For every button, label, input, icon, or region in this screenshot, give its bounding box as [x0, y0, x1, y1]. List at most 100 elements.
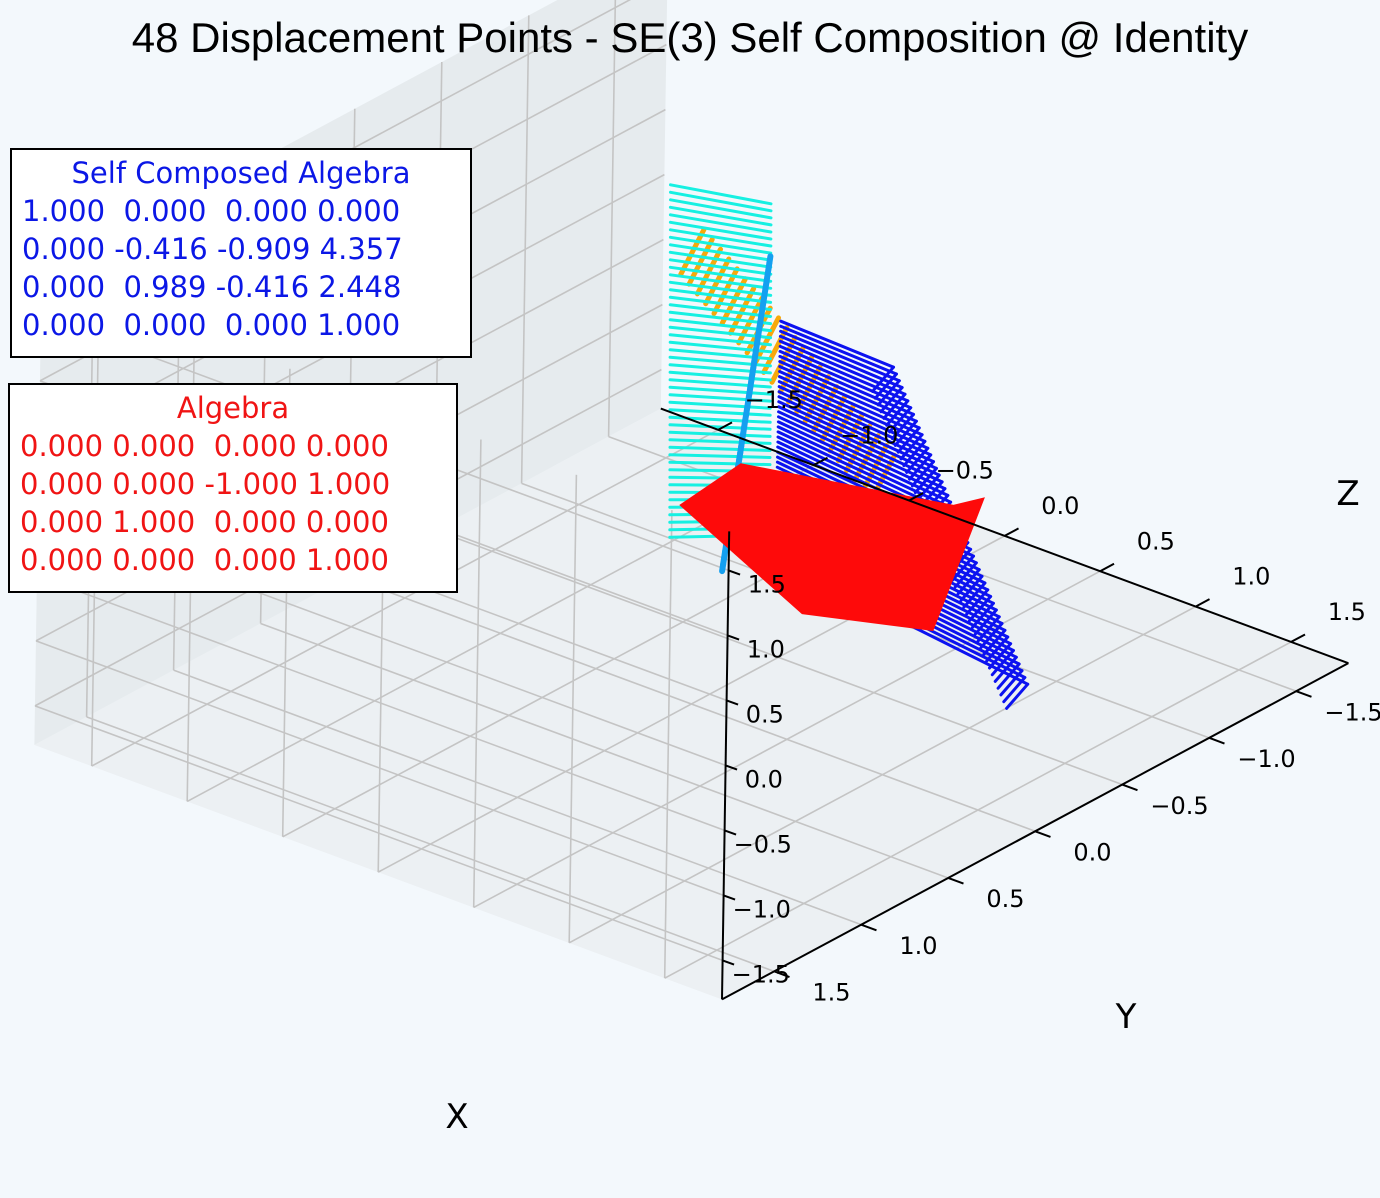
- grid-line: [86, 716, 775, 973]
- blue-arrow: [779, 329, 901, 383]
- blue-arrow: [776, 420, 953, 504]
- z-tick-label: 1.0: [747, 636, 785, 664]
- z-tick-label: 0.5: [746, 701, 784, 729]
- cyan-arrow: [668, 430, 772, 438]
- grid-line: [568, 605, 1196, 944]
- cyan-arrow: [668, 250, 773, 269]
- blue-arrow: [776, 425, 955, 511]
- cyan-arrow: [668, 445, 772, 452]
- cyan-arrow: [668, 213, 773, 234]
- grid-line: [472, 439, 482, 908]
- cyan-arrow: [669, 183, 773, 206]
- z-tick-label: −0.5: [734, 831, 792, 859]
- blue-arrowhead: [999, 669, 1024, 697]
- x-tick-label: −0.5: [936, 457, 994, 485]
- blue-arrowhead: [996, 662, 1021, 690]
- y-tick-label: 0.5: [986, 885, 1024, 913]
- blue-arrowhead: [965, 588, 990, 616]
- blue-arrowhead: [990, 649, 1015, 677]
- y-tick: [1121, 783, 1138, 792]
- blue-arrowhead: [976, 615, 1001, 643]
- blue-arrowhead: [893, 419, 918, 447]
- z-tick: [722, 959, 735, 966]
- blue-arrowhead: [982, 628, 1007, 656]
- x-tick: [1290, 633, 1306, 643]
- z-tick-label: −1.0: [733, 896, 791, 924]
- cyan-arrow: [669, 198, 773, 220]
- blue-arrowhead: [899, 433, 924, 461]
- y-tick-label: −1.5: [1324, 698, 1380, 726]
- cyan-arrow: [668, 318, 772, 333]
- blue-arrowhead: [896, 426, 921, 454]
- y-axis-label: Y: [1115, 997, 1137, 1037]
- grid-line: [260, 622, 949, 879]
- cyan-arrow: [668, 378, 772, 389]
- grid-line: [663, 510, 673, 979]
- spine-segment: [766, 253, 774, 266]
- blue-arrowhead: [888, 406, 913, 434]
- blue-arrow: [779, 324, 898, 376]
- x-tick: [717, 421, 733, 431]
- z-tick: [723, 894, 736, 901]
- grid-line: [568, 474, 578, 943]
- x-tick-label: 0.5: [1137, 527, 1175, 555]
- cyan-arrow: [668, 220, 773, 241]
- blue-arrow: [778, 365, 921, 430]
- cyan-arrow: [668, 333, 772, 347]
- z-tick: [727, 634, 740, 641]
- x-tick-label: 1.5: [1328, 598, 1366, 626]
- x-tick-label: 1.0: [1232, 563, 1270, 591]
- cyan-arrow: [668, 243, 773, 262]
- cyan-arrow: [668, 205, 773, 227]
- axis-lines: [660, 407, 1349, 1001]
- blue-arrowhead: [968, 595, 993, 623]
- cyan-arrow: [668, 273, 773, 290]
- y-tick: [1208, 736, 1225, 745]
- blue-arrow: [778, 339, 907, 396]
- blue-arrowhead: [890, 412, 915, 441]
- self-composed-title: Self Composed Algebra: [71, 156, 411, 190]
- blue-arrowhead: [885, 399, 910, 427]
- y-tick: [773, 970, 790, 978]
- blue-arrowhead: [950, 554, 975, 582]
- blue-arrow: [778, 360, 918, 423]
- blue-arrowhead: [970, 601, 995, 629]
- cyan-arrow: [668, 385, 772, 396]
- cyan-arrow: [669, 190, 773, 213]
- z-tick-label: 1.5: [748, 571, 786, 599]
- algebra-row-3: 0.000 1.000 0.000 0.000: [20, 505, 389, 539]
- x-tick: [1195, 598, 1210, 608]
- blue-arrowhead: [1005, 682, 1030, 710]
- algebra-matrix-box: Algebra 0.000 0.000 0.000 0.000 0.000 0.…: [8, 383, 458, 593]
- blue-arrowhead: [962, 581, 987, 609]
- grid-line: [173, 669, 862, 926]
- algebra-row-1: 0.000 0.000 0.000 0.000: [20, 429, 389, 463]
- blue-arrowhead: [882, 392, 907, 420]
- algebra-title: Algebra: [176, 391, 290, 425]
- x-tick: [813, 456, 828, 467]
- cyan-arrow: [668, 295, 773, 311]
- z-tick-label: 0.0: [745, 766, 783, 794]
- blue-arrowhead: [985, 635, 1010, 663]
- y-tick-label: 1.0: [899, 932, 937, 960]
- cyan-arrow: [668, 228, 773, 248]
- orange-arrow: [678, 227, 707, 277]
- cyan-arrow: [668, 453, 772, 459]
- identity-red-frame: [679, 463, 985, 631]
- algebra-row-2: 0.000 0.000 -1.000 1.000: [20, 467, 391, 501]
- blue-arrow: [777, 415, 950, 497]
- self-composed-row-1: 1.000 0.000 0.000 0.000: [22, 194, 401, 228]
- blue-arrowhead: [873, 372, 898, 400]
- cyan-arrow: [668, 258, 773, 276]
- orange-arrow: [752, 315, 781, 366]
- grid-line: [347, 575, 1036, 833]
- cyan-arrow: [668, 265, 773, 283]
- blue-arrowhead: [988, 642, 1013, 670]
- cyan-arrow: [668, 310, 773, 326]
- chart-title: 48 Displacement Points - SE(3) Self Comp…: [132, 14, 1248, 61]
- z-axis-label: Z: [1336, 474, 1359, 514]
- x-axis-label: X: [445, 1097, 468, 1137]
- blue-arrow: [778, 344, 910, 403]
- x-tick: [908, 492, 924, 502]
- cyan-arrow: [668, 408, 772, 417]
